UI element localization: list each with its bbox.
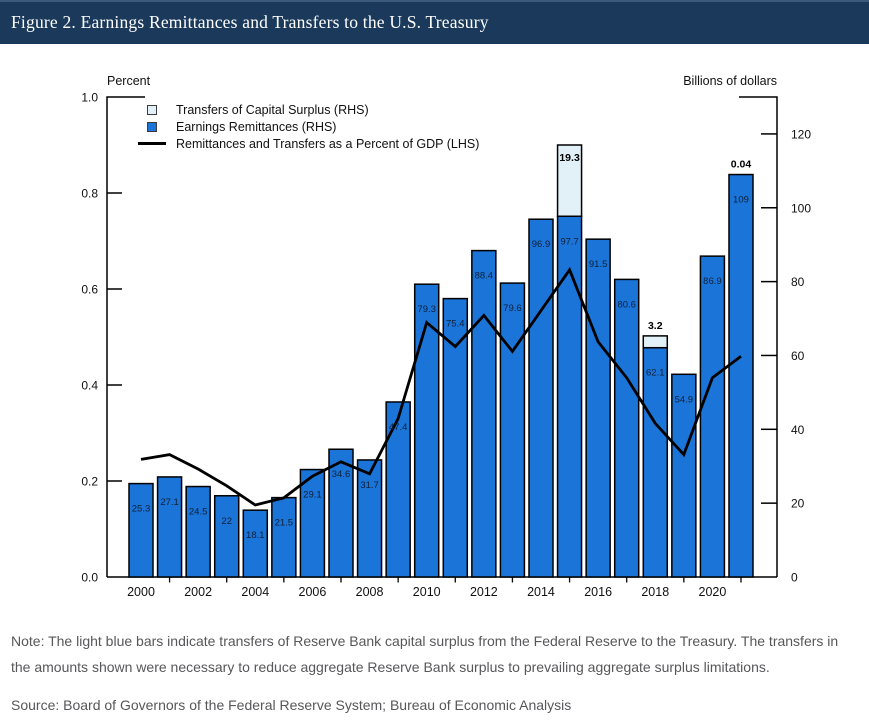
transfers-marker-icon bbox=[147, 104, 157, 115]
bar-2012 bbox=[471, 249, 497, 578]
bar-value-label: 47.4 bbox=[389, 422, 408, 433]
legend-item-earnings: Earnings Remittances (RHS) bbox=[136, 118, 479, 135]
right-axis-tick-label: 20 bbox=[791, 497, 805, 511]
left-axis bbox=[106, 96, 145, 577]
right-axis-tick-label: 120 bbox=[791, 127, 811, 141]
x-axis-tick-label: 2020 bbox=[699, 585, 727, 599]
x-axis-tick-label: 2000 bbox=[127, 585, 155, 599]
right-axis bbox=[739, 96, 778, 577]
chart-canvas: 1.0 0.8 0.6 0.4 0.2 0.0 120 100 80 60 40 20 0 2000 200… bbox=[81, 91, 811, 600]
bar-value-label: 97.7 bbox=[560, 236, 579, 247]
bar-value-label: 109 bbox=[733, 195, 749, 206]
legend-label: Remittances and Transfers as a Percent o… bbox=[176, 136, 480, 151]
bar-2007 bbox=[328, 448, 354, 578]
legend-label: Earnings Remittances (RHS) bbox=[176, 119, 337, 134]
bar-value-label: 29.1 bbox=[303, 490, 322, 501]
left-axis-tick-label: 0.8 bbox=[81, 187, 98, 201]
figure-title-bar: Figure 2. Earnings Remittances and Trans… bbox=[0, 0, 869, 44]
bar-value-label: 91.5 bbox=[589, 259, 608, 270]
x-axis-tick-label: 2002 bbox=[184, 585, 212, 599]
figure-title: Figure 2. Earnings Remittances and Trans… bbox=[11, 11, 489, 32]
bar-2014 bbox=[528, 218, 554, 578]
bar-value-label: 34.6 bbox=[332, 469, 351, 480]
transfer-bar-2018 bbox=[642, 335, 669, 349]
bar-2017 bbox=[613, 278, 640, 578]
bar-2018 bbox=[642, 346, 669, 578]
x-axis-tick-label: 2014 bbox=[527, 585, 555, 599]
chart-area: 1.0 0.8 0.6 0.4 0.2 0.0 120 100 80 60 40 20 0 2000 200… bbox=[0, 44, 869, 620]
legend: Transfers of Capital Surplus (RHS) Earni… bbox=[136, 101, 479, 152]
bar-value-label: 27.1 bbox=[160, 497, 179, 508]
left-axis-tick-label: 0.2 bbox=[81, 475, 98, 489]
bar-value-label: 75.4 bbox=[446, 319, 465, 330]
bar-2020 bbox=[699, 255, 726, 578]
left-axis-tick-label: 0.0 bbox=[81, 571, 98, 585]
x-axis-tick-label: 2006 bbox=[299, 585, 327, 599]
bar-value-label: 31.7 bbox=[360, 480, 379, 491]
bar-value-label: 80.6 bbox=[617, 299, 636, 310]
note-text: Note: The light blue bars indicate trans… bbox=[11, 633, 839, 675]
bar-2001 bbox=[156, 476, 183, 578]
transfer-value-label: 3.2 bbox=[648, 320, 663, 332]
bar-2016 bbox=[585, 238, 611, 578]
x-axis-tick-label: 2008 bbox=[356, 585, 384, 599]
right-axis-tick-label: 0 bbox=[791, 571, 798, 585]
bar-2005 bbox=[271, 496, 297, 578]
bar-value-label: 54.9 bbox=[675, 394, 694, 405]
bar-value-label: 79.3 bbox=[417, 304, 436, 315]
bar-value-label: 88.4 bbox=[475, 271, 494, 282]
legend-item-transfers: Transfers of Capital Surplus (RHS) bbox=[136, 101, 479, 118]
bar-value-label: 79.6 bbox=[503, 303, 522, 314]
x-axis-tick-label: 2010 bbox=[413, 585, 441, 599]
bar-value-label: 24.5 bbox=[189, 507, 208, 518]
earnings-marker-icon bbox=[147, 121, 157, 132]
bar-value-label: 21.5 bbox=[275, 518, 294, 529]
bar-value-label: 22 bbox=[221, 516, 232, 527]
bar-2003 bbox=[213, 495, 240, 578]
bar-2010 bbox=[413, 283, 440, 578]
bar-2006 bbox=[299, 468, 326, 578]
bar-2019 bbox=[671, 373, 697, 578]
bar-2004 bbox=[242, 509, 269, 578]
x-axis-tick-label: 2004 bbox=[241, 585, 269, 599]
bar-2002 bbox=[185, 485, 211, 578]
left-axis-tick-label: 0.6 bbox=[81, 283, 98, 297]
transfer-value-label: 0.04 bbox=[731, 158, 752, 170]
legend-item-gdp-line: Remittances and Transfers as a Percent o… bbox=[136, 135, 479, 152]
gdp-line-marker-icon bbox=[138, 142, 166, 145]
x-axis-tick-label: 2012 bbox=[470, 585, 498, 599]
transfer-value-label: 19.3 bbox=[559, 152, 580, 164]
left-axis-tick-label: 1.0 bbox=[81, 91, 98, 105]
left-axis-tick-label: 0.4 bbox=[81, 379, 98, 393]
right-axis-tick-label: 60 bbox=[791, 349, 805, 363]
source-text: Source: Board of Governors of the Federa… bbox=[11, 697, 572, 713]
bar-2000 bbox=[128, 482, 154, 578]
bar-2021 bbox=[728, 173, 754, 578]
left-axis-caption: Percent bbox=[107, 74, 151, 88]
bar-value-label: 62.1 bbox=[646, 368, 665, 379]
right-axis-tick-label: 100 bbox=[791, 201, 811, 215]
x-axis-tick-label: 2018 bbox=[641, 585, 669, 599]
right-axis-caption: Billions of dollars bbox=[683, 74, 777, 88]
bar-2008 bbox=[356, 459, 383, 578]
gdp-percent-line bbox=[140, 266, 742, 507]
transfer-bar-2015 bbox=[556, 144, 583, 218]
bar-value-label: 86.9 bbox=[703, 276, 722, 287]
legend-label: Transfers of Capital Surplus (RHS) bbox=[176, 102, 369, 117]
x-axis-tick-label: 2016 bbox=[584, 585, 612, 599]
bar-2013 bbox=[499, 282, 526, 578]
right-axis-tick-label: 40 bbox=[791, 423, 805, 437]
bar-value-label: 25.3 bbox=[132, 504, 151, 515]
bar-value-label: 18.1 bbox=[246, 530, 265, 541]
right-axis-tick-label: 80 bbox=[791, 275, 805, 289]
bar-value-label: 96.9 bbox=[532, 239, 551, 250]
